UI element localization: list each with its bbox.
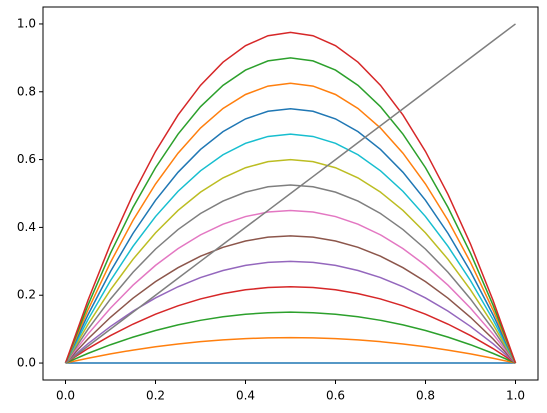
- plot-frame: [42, 6, 539, 381]
- x-tick-label: 0.0: [56, 389, 75, 403]
- series-line: [64, 107, 517, 364]
- y-tick-label: 0.4: [17, 220, 36, 234]
- y-tick-label: 0.8: [17, 84, 36, 98]
- y-tick-label: 1.0: [17, 16, 36, 30]
- series-line: [65, 336, 516, 364]
- series-line: [64, 184, 517, 364]
- x-tick-label: 0.2: [146, 389, 165, 403]
- y-tick-label: 0.0: [17, 356, 36, 370]
- series-line: [65, 285, 516, 364]
- x-tick-label: 1.0: [506, 389, 525, 403]
- x-tick-label: 0.6: [326, 389, 345, 403]
- series-line: [64, 133, 517, 364]
- series-line: [64, 209, 517, 364]
- series-line: [64, 158, 517, 364]
- y-tick-label: 0.2: [17, 288, 36, 302]
- series-line: [64, 57, 517, 364]
- series-line: [65, 23, 516, 364]
- y-tick-label: 0.6: [17, 152, 36, 166]
- x-tick-label: 0.4: [236, 389, 255, 403]
- series-line: [64, 82, 517, 364]
- series-line: [64, 235, 517, 364]
- x-tick-label: 0.8: [416, 389, 435, 403]
- series-line: [65, 311, 516, 364]
- series-line: [64, 31, 517, 364]
